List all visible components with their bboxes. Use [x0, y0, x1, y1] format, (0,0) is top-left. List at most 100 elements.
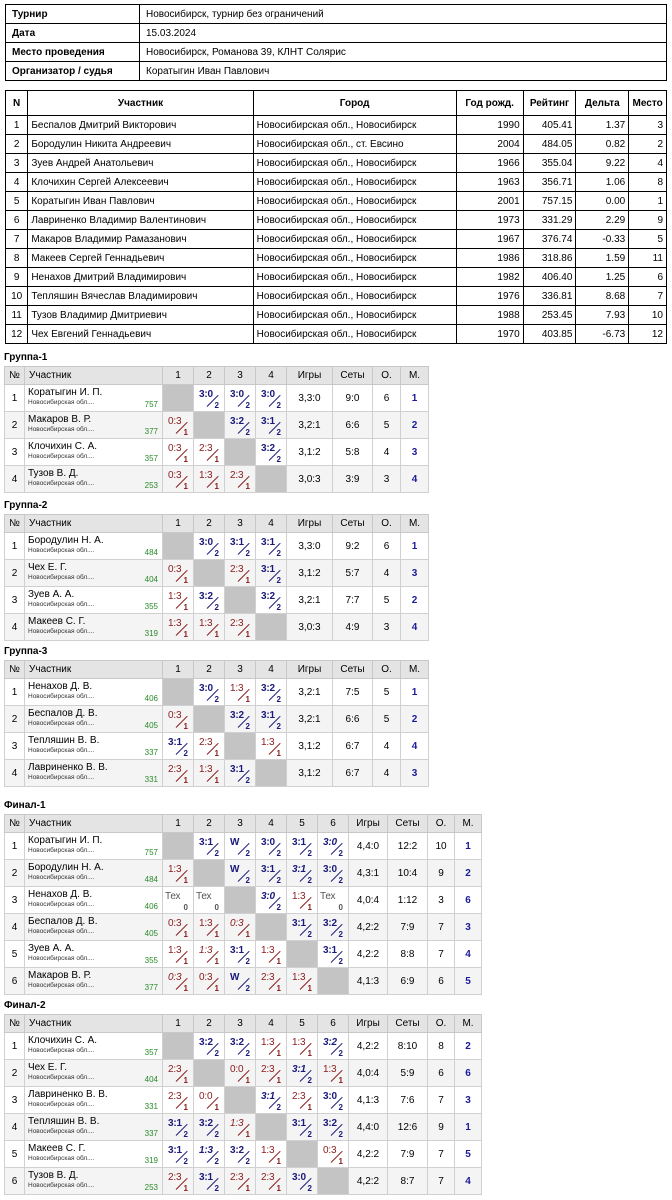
group-col-header: 1 — [162, 366, 194, 385]
match-points: 1 — [183, 776, 188, 785]
player-cell[interactable]: Ненахов Д. В. Новосибирская обл.... 406 — [24, 886, 163, 914]
match-points: 1 — [276, 957, 281, 966]
player-cell[interactable]: Ненахов Д. В. Новосибирская обл.... 406 — [24, 678, 163, 706]
player-name[interactable]: Зуев А. А. — [28, 943, 75, 954]
player-cell[interactable]: Макеев С. Г. Новосибирская обл.... 319 — [24, 1140, 163, 1168]
player-cell[interactable]: Коратыгин И. П. Новосибирская обл.... 757 — [24, 832, 163, 860]
player-name[interactable]: Ненахов Д. В. — [28, 889, 93, 900]
match-cell: 0:3 1 — [162, 438, 194, 466]
match-points: 2 — [245, 849, 250, 858]
match-result: 2:3 1 — [194, 439, 224, 465]
player-cell[interactable]: Беспалов Д. В. Новосибирская обл.... 405 — [24, 913, 163, 941]
player-cell[interactable]: Зуев А. А. Новосибирская обл.... 355 — [24, 940, 163, 968]
player-name[interactable]: Коратыгин И. П. — [28, 835, 103, 846]
player-cell[interactable]: Лавриненко В. В. Новосибирская обл.... 331 — [24, 1086, 163, 1114]
match-score: 2:3 — [199, 443, 213, 454]
player-cell[interactable]: Клочихин С. А. Новосибирская обл.... 357 — [24, 1032, 163, 1060]
tournament-value: Новосибирск, турнир без ограничений — [139, 4, 667, 24]
player-name[interactable]: Тепляшин В. В. — [28, 735, 100, 746]
player-cell[interactable]: Макаров В. Р. Новосибирская обл.... 377 — [24, 967, 163, 995]
player-cell[interactable]: Бородулин Н. А. Новосибирская обл.... 484 — [24, 532, 163, 560]
player-name[interactable]: Беспалов Д. В. — [28, 916, 98, 927]
match-result: 3:1 2 — [256, 860, 286, 886]
player-cell[interactable]: Чех Е. Г. Новосибирская обл.... 404 — [24, 559, 163, 587]
player-name[interactable]: Тузов В. Д. — [28, 1170, 79, 1181]
match-result: 3:1 2 — [318, 941, 348, 967]
group-title: Группа-2 — [4, 500, 48, 511]
player-name[interactable]: Тепляшин В. В. — [28, 1116, 100, 1127]
player-name[interactable]: Клочихин С. А. — [28, 1035, 98, 1046]
participant-cell: 376.74 — [522, 229, 577, 249]
match-points: 2 — [276, 428, 281, 437]
player-name[interactable]: Зуев А. А. — [28, 589, 75, 600]
match-points: 1 — [183, 482, 188, 491]
player-cell[interactable]: Тузов В. Д. Новосибирская обл.... 253 — [24, 1167, 163, 1195]
player-name[interactable]: Бородулин Н. А. — [28, 535, 104, 546]
match-points: 1 — [245, 1076, 250, 1085]
player-region: Новосибирская обл.... — [28, 628, 95, 635]
points-total: 7 — [427, 913, 455, 941]
match-points: 2 — [214, 549, 219, 558]
match-points: 2 — [214, 1049, 219, 1058]
participant-cell: Макаров Владимир Рамазанович — [27, 229, 254, 249]
player-cell[interactable]: Лавриненко В. В. Новосибирская обл.... 331 — [24, 759, 163, 787]
match-score: 3:1 — [323, 945, 337, 956]
player-name[interactable]: Чех Е. Г. — [28, 1062, 67, 1073]
participant-cell: Лавриненко Владимир Валентинович — [27, 210, 254, 230]
match-points: 2 — [245, 984, 250, 993]
player-name[interactable]: Ненахов Д. В. — [28, 681, 93, 692]
match-cell: 0:3 1 — [162, 411, 194, 439]
player-cell[interactable]: Бородулин Н. А. Новосибирская обл.... 484 — [24, 859, 163, 887]
match-score: 1:3 — [199, 618, 213, 629]
player-name[interactable]: Коратыгин И. П. — [28, 387, 103, 398]
player-name[interactable]: Лавриненко В. В. — [28, 762, 108, 773]
player-cell[interactable]: Беспалов Д. В. Новосибирская обл.... 405 — [24, 705, 163, 733]
player-cell[interactable]: Зуев А. А. Новосибирская обл.... 355 — [24, 586, 163, 614]
player-region: Новосибирская обл.... — [28, 1074, 95, 1081]
participant-cell: 1982 — [455, 267, 524, 287]
group-section: Финал-2 № Участник 1 2 3 4 5 6 Игры Сеты О. М. 1 Клочи… — [4, 1000, 482, 1195]
match-points: 1 — [214, 957, 219, 966]
player-region: Новосибирская обл.... — [28, 774, 95, 781]
match-cell-self — [193, 705, 225, 733]
player-name[interactable]: Лавриненко В. В. — [28, 1089, 108, 1100]
player-name[interactable]: Чех Е. Г. — [28, 562, 67, 573]
player-cell[interactable]: Коратыгин И. П. Новосибирская обл.... 757 — [24, 384, 163, 412]
games-total: 4,3:1 — [348, 859, 388, 887]
player-name[interactable]: Макаров В. Р. — [28, 970, 92, 981]
group-row: 1 Коратыгин И. П. Новосибирская обл.... 757… — [4, 832, 482, 860]
group-title: Финал-2 — [4, 1000, 46, 1011]
match-cell-self — [224, 886, 256, 914]
player-name[interactable]: Макаров В. Р. — [28, 414, 92, 425]
player-cell[interactable]: Макаров В. Р. Новосибирская обл.... 377 — [24, 411, 163, 439]
match-cell: 3:1 2 — [317, 940, 349, 968]
row-number: 3 — [4, 438, 25, 466]
player-rating: 484 — [144, 548, 158, 557]
participant-row: 6 Лавриненко Владимир Валентинович Новосиб… — [4, 210, 667, 230]
player-rating: 355 — [144, 602, 158, 611]
group-col-header: Участник — [24, 514, 163, 533]
player-cell[interactable]: Чех Е. Г. Новосибирская обл.... 404 — [24, 1059, 163, 1087]
player-name[interactable]: Макеев С. Г. — [28, 616, 86, 627]
participant-cell: 7 — [628, 286, 667, 306]
player-name[interactable]: Тузов В. Д. — [28, 468, 79, 479]
match-cell: 3:1 2 — [162, 1140, 194, 1168]
points-total: 5 — [372, 586, 401, 614]
match-score: 3:0 — [323, 837, 337, 848]
games-total: 3,1:2 — [286, 732, 333, 760]
player-name[interactable]: Бородулин Н. А. — [28, 862, 104, 873]
group-col-header: Игры — [286, 514, 333, 533]
match-score: 1:3 — [230, 1118, 244, 1129]
player-cell[interactable]: Тепляшин В. В. Новосибирская обл.... 337 — [24, 1113, 163, 1141]
player-name[interactable]: Макеев С. Г. — [28, 1143, 86, 1154]
match-points: 2 — [338, 876, 343, 885]
match-score: 3:2 — [199, 591, 213, 602]
points-total: 7 — [427, 1086, 455, 1114]
player-cell[interactable]: Тепляшин В. В. Новосибирская обл.... 337 — [24, 732, 163, 760]
player-cell[interactable]: Тузов В. Д. Новосибирская обл.... 253 — [24, 465, 163, 493]
player-name[interactable]: Клочихин С. А. — [28, 441, 98, 452]
match-result: 3:0 2 — [318, 1087, 348, 1113]
player-cell[interactable]: Клочихин С. А. Новосибирская обл.... 357 — [24, 438, 163, 466]
player-name[interactable]: Беспалов Д. В. — [28, 708, 98, 719]
player-cell[interactable]: Макеев С. Г. Новосибирская обл.... 319 — [24, 613, 163, 641]
